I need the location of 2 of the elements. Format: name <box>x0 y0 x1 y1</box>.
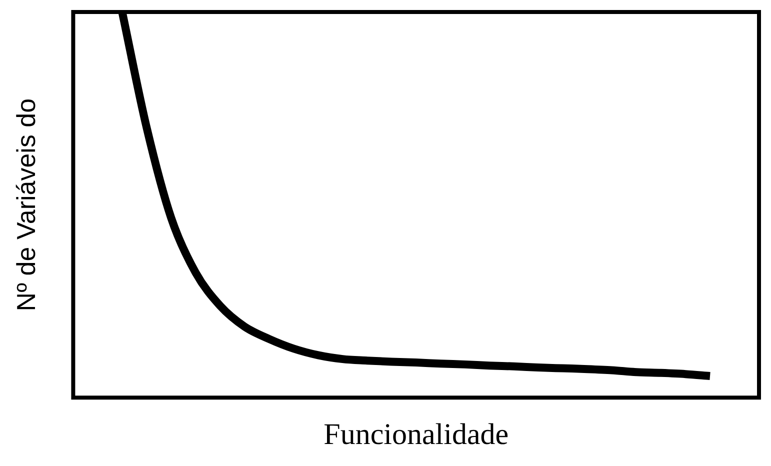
x-axis-title: Funcionalidade <box>324 418 509 451</box>
y-axis-title: Nº de Variáveis do <box>10 98 41 312</box>
